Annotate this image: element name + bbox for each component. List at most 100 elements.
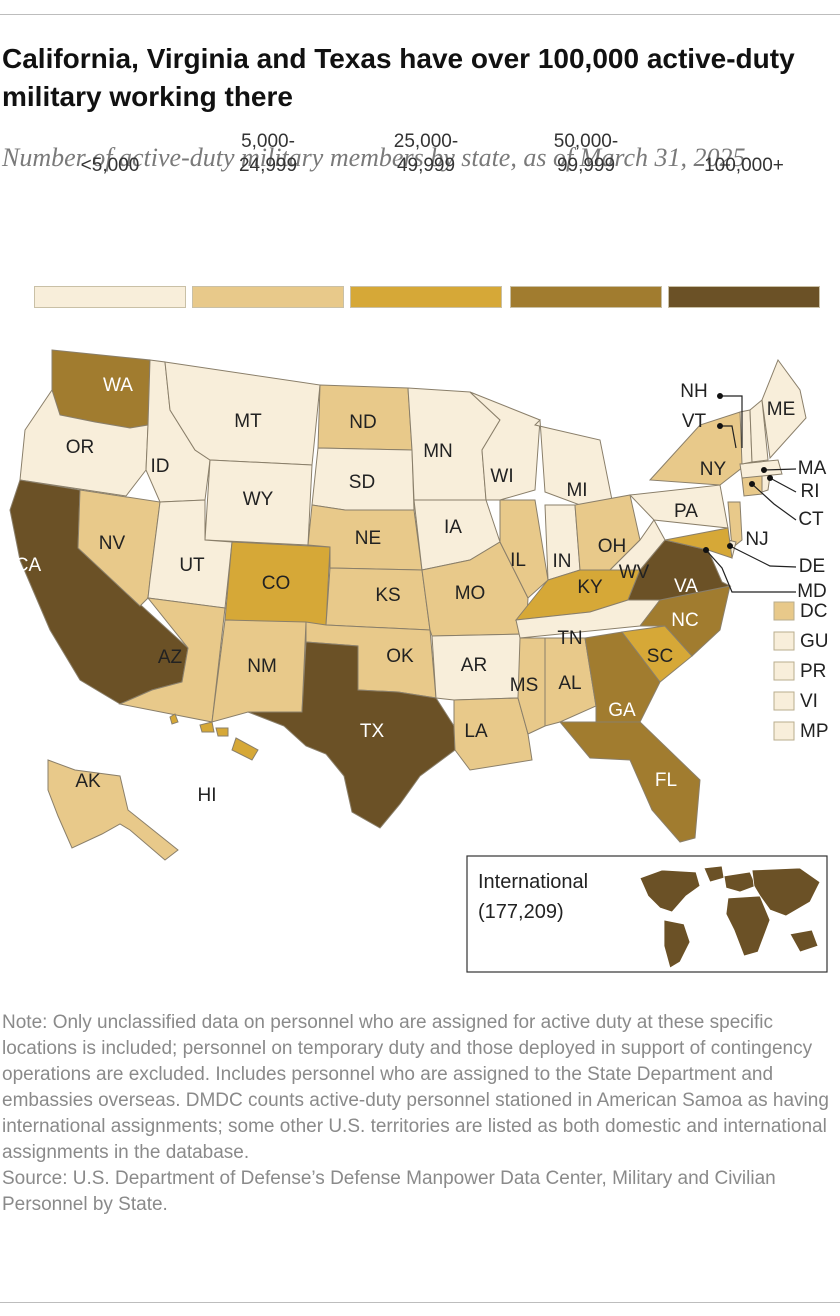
legend-label-2: 5,000- 24,999 [238,131,298,176]
leader-line-md [705,549,796,593]
state-label-ky: KY [577,577,603,598]
state-label-la: LA [464,721,488,742]
state-hi-island-3 [215,727,229,737]
territory-swatch-gu [773,631,795,651]
legend-swatch-3 [350,286,502,308]
leader-line-de [729,545,797,568]
state-label-az: AZ [158,647,183,668]
state-label-sd: SD [349,472,375,493]
world-africa [725,895,771,957]
leader-line-ct [751,483,797,521]
leader-line-vt [720,425,737,449]
state-nh [749,399,769,463]
state-il [499,499,549,599]
legend-swatch-1 [34,286,186,308]
bottom-rule [0,1302,840,1303]
state-label-ma: MA [798,458,827,479]
leader-dot-de [727,543,733,549]
state-wi [469,391,541,501]
state-labels-layer: WA OR CA NV ID MT WY UT AZ CO NM ND SD NE KS OK TX MN IA MO… [15,375,827,806]
state-label-de: DE [799,556,825,577]
state-label-ut: UT [179,555,205,576]
state-label-co: CO [262,573,291,594]
state-label-or: OR [66,437,95,458]
world-south-america [663,919,691,969]
state-label-ny: NY [700,459,727,480]
state-label-wa: WA [103,375,133,396]
state-label-ct: CT [798,509,824,530]
territory-swatch-mp [773,721,795,741]
top-rule [0,14,840,15]
world-australia [789,929,819,953]
us-choropleth-map: WA OR CA NV ID MT WY UT AZ CO NM ND SD NE KS OK TX MN IA MO… [9,349,829,973]
leader-dot-nh [717,393,723,399]
source-text: Source: U.S. Department of Defense’s Def… [2,1168,776,1215]
state-wv [608,519,666,571]
world-asia [751,867,821,917]
international-value: (177,209) [478,901,564,923]
state-hi-island-1 [169,713,179,725]
state-label-al: AL [558,673,581,694]
state-ak [47,759,179,861]
state-label-wy: WY [243,489,274,510]
state-label-mo: MO [455,583,486,604]
territory-swatch-vi [773,691,795,711]
state-label-nd: ND [349,412,376,433]
state-label-sc: SC [647,646,673,667]
leader-dot-ct [749,481,755,487]
state-me [761,358,807,460]
state-label-in: IN [553,551,572,572]
legend-label-5: 100,000+ [704,155,784,176]
legend-swatch-2 [192,286,344,308]
international-inset: International (177,209) [466,855,828,973]
legend-label-1: <5,000 [80,155,140,176]
state-label-tx: TX [360,721,385,742]
leader-line-ma [763,468,797,471]
state-label-wv: WV [619,562,650,583]
leader-dot-ri [767,475,773,481]
territory-label-pr: PR [800,661,826,682]
world-europe [723,871,757,893]
state-label-me: ME [767,399,796,420]
leader-line-ri [769,477,797,493]
state-nj [727,501,743,549]
state-label-pa: PA [674,501,698,522]
territory-label-vi: VI [800,691,818,712]
state-fl [558,721,701,843]
leader-dot-ma [761,467,767,473]
state-label-fl: FL [655,770,677,791]
territory-label-dc: DC [800,601,827,622]
state-label-nv: NV [99,533,126,554]
state-label-mi: MI [566,480,587,501]
world-north-america [639,869,701,913]
state-label-ak: AK [75,771,101,792]
state-label-oh: OH [598,536,627,557]
territory-swatch-pr [773,661,795,681]
state-label-nc: NC [671,610,698,631]
state-label-md: MD [797,581,827,602]
state-label-nm: NM [247,656,277,677]
territory-label-gu: GU [800,631,829,652]
state-label-ms: MS [510,675,539,696]
state-label-nj: NJ [745,529,768,550]
state-az [118,597,226,723]
state-hi-island-2 [199,721,215,733]
legend-swatch-4 [510,286,662,308]
state-al [544,637,597,727]
state-label-mt: MT [234,411,262,432]
chart-subtitle: Number of active-duty military members b… [2,143,746,172]
footnotes: Note: Only unclassified data on personne… [2,1010,838,1218]
state-label-ca: CA [15,555,42,576]
state-label-mn: MN [423,441,453,462]
state-label-id: ID [151,456,170,477]
state-label-nh: NH [680,381,707,402]
legend-label-4: 50,000- 99,999 [553,131,619,176]
state-label-hi: HI [198,785,217,806]
state-label-va: VA [674,576,698,597]
state-label-wi: WI [490,466,513,487]
territory-label-mp: MP [800,721,829,742]
state-tx [247,641,456,829]
territory-swatch-dc [773,601,795,621]
state-label-il: IL [510,550,526,571]
state-md [664,527,733,559]
